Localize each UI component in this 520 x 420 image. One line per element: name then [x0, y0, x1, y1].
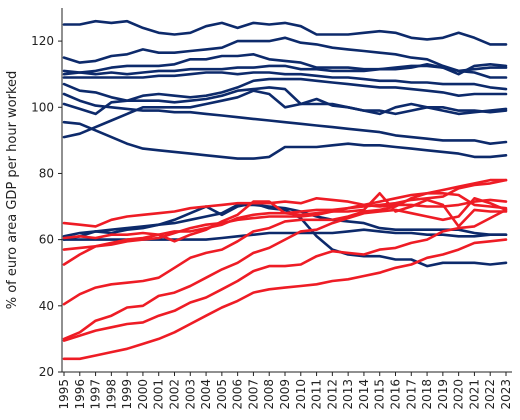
- x-tick-label: 2012: [325, 379, 339, 410]
- x-tick-label: 2017: [404, 379, 418, 410]
- x-tick-label: 2019: [436, 379, 450, 410]
- series-line-11: [62, 201, 508, 268]
- x-tick-label: 2011: [310, 379, 324, 410]
- x-tick-label: 2002: [168, 379, 182, 410]
- series-line-20: [62, 208, 508, 342]
- x-tick-label: 2015: [373, 379, 387, 410]
- x-tick-label: 1998: [104, 379, 118, 410]
- series-line-6: [62, 77, 508, 102]
- x-tick-label: 2003: [183, 379, 197, 410]
- y-tick-label: 40: [39, 299, 54, 313]
- series-line-8: [62, 89, 508, 139]
- x-tick-label: 2007: [246, 379, 260, 410]
- x-tick-label: 1997: [89, 379, 103, 410]
- series-line-18: [62, 192, 508, 306]
- series-line-21: [62, 238, 508, 361]
- x-tick-label: 2016: [389, 379, 403, 410]
- y-tick-label: 120: [31, 34, 54, 48]
- series-line-10: [62, 92, 508, 145]
- y-axis-label: % of euro area GDP per hour worked: [5, 71, 20, 310]
- series-line-4: [62, 63, 508, 76]
- x-tick-label: 2010: [294, 379, 308, 410]
- x-tick-label: 2009: [278, 379, 292, 410]
- y-tick-label: 100: [31, 100, 54, 114]
- x-tick-label: 2023: [499, 379, 513, 410]
- series-line-19: [62, 197, 508, 341]
- x-tick-label: 2008: [262, 379, 276, 410]
- x-tick-label: 2005: [215, 379, 229, 410]
- x-tick-label: 2001: [152, 379, 166, 410]
- series-line-14: [62, 197, 508, 228]
- series-line-17: [62, 178, 508, 240]
- series-line-5: [62, 71, 508, 91]
- x-tick-label: 2004: [199, 379, 213, 410]
- x-tick-label: 2022: [483, 379, 497, 410]
- series-line-1: [62, 19, 508, 46]
- x-tick-label: 2014: [357, 379, 371, 410]
- x-tick-label: 2021: [467, 379, 481, 410]
- x-tick-label: 1999: [120, 379, 134, 410]
- x-tick-label: 2006: [231, 379, 245, 410]
- x-tick-label: 2000: [136, 379, 150, 410]
- y-tick-label: 60: [39, 233, 54, 247]
- x-tick-label: 1996: [73, 379, 87, 410]
- x-tick-label: 2020: [452, 379, 466, 410]
- x-tick-label: 1995: [57, 379, 71, 410]
- series-line-9: [62, 120, 508, 160]
- y-tick-label: 80: [39, 166, 54, 180]
- x-tick-label: 2018: [420, 379, 434, 410]
- y-tick-label: 20: [39, 365, 54, 379]
- x-tick-label: 2013: [341, 379, 355, 410]
- series-line-2: [62, 36, 508, 79]
- series-line-12: [62, 203, 508, 238]
- series-lines: [62, 19, 508, 361]
